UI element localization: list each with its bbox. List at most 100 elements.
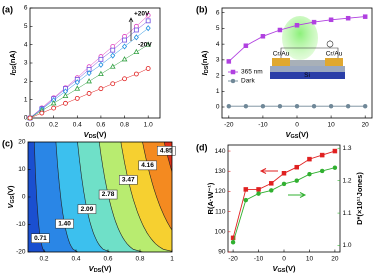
annotation: +20V — [134, 11, 150, 18]
x-tick-label: -10 — [254, 256, 264, 263]
contour-label-box — [77, 204, 97, 214]
contour-line — [163, 142, 172, 174]
inset-label: Cr/Au — [273, 51, 290, 58]
legend-label: 365 nm — [241, 69, 263, 76]
x-tick-label: 0.2 — [39, 256, 48, 263]
marker — [230, 240, 236, 245]
y-tick-label: 5 — [24, 23, 28, 30]
marker — [86, 78, 92, 84]
marker — [277, 27, 283, 33]
x-tick-label: 0.8 — [120, 122, 129, 129]
y-tick-label: 0 — [216, 104, 220, 111]
label-unit: (V) — [6, 185, 15, 196]
x-tick-label: 10 — [306, 256, 314, 263]
marker — [319, 168, 325, 174]
marker — [294, 103, 300, 109]
panel-label: (a) — [2, 4, 13, 14]
marker — [332, 148, 338, 154]
y-tick-label: 110 — [215, 208, 226, 215]
source-symbol — [326, 40, 334, 48]
contour-label: 4.16 — [141, 162, 154, 169]
si-layer — [270, 72, 345, 79]
y-axis-label: IDS(nA) — [8, 50, 18, 75]
y-tick-label: 3 — [24, 60, 28, 67]
legend-label: Dark — [241, 78, 255, 85]
arrow — [288, 192, 307, 198]
contour-label-box — [55, 218, 74, 229]
marker — [133, 34, 139, 41]
y-tick-label: 90 — [218, 249, 226, 256]
marker — [269, 188, 274, 193]
y-tick-label: 100 — [215, 229, 226, 236]
electrode — [272, 58, 290, 66]
channel — [290, 60, 325, 66]
y-axis-label: IDS(nA) — [200, 50, 210, 75]
marker — [226, 103, 232, 109]
contour-label: 4.85 — [160, 148, 173, 155]
marker — [294, 178, 299, 183]
label-unit: (V) — [96, 130, 107, 139]
y2-tick-label: 1.2 — [343, 177, 352, 184]
label-unit: (nA) — [200, 50, 209, 65]
marker — [145, 41, 152, 47]
y-tick-label: 2 — [216, 72, 220, 79]
contour-label-box — [31, 233, 50, 243]
marker — [98, 86, 104, 92]
label-unit: (nA) — [8, 50, 17, 65]
contour-label: 2.78 — [102, 191, 115, 198]
contour-label-box — [98, 189, 118, 200]
marker — [62, 92, 69, 98]
marker — [50, 100, 57, 106]
marker — [63, 100, 68, 106]
marker — [243, 103, 249, 109]
x-tick-label: 0.4 — [71, 256, 80, 263]
marker — [332, 165, 338, 170]
x-tick-label: 0.2 — [49, 122, 58, 129]
inset-label: Cr/Au — [326, 51, 343, 58]
contour-line — [77, 142, 111, 252]
marker — [133, 48, 140, 54]
arrow — [259, 168, 278, 174]
panel-label: (d) — [196, 142, 208, 152]
marker — [243, 187, 249, 192]
x-tick-label: 0 — [282, 256, 286, 263]
marker — [319, 152, 325, 158]
label-symbol: I — [200, 72, 209, 75]
marker — [362, 14, 368, 19]
x-tick-label: 1.0 — [144, 122, 153, 129]
legend-marker — [230, 69, 236, 75]
marker — [110, 81, 116, 87]
label-subscript: GS — [291, 134, 299, 140]
y-tick-label: 6 — [24, 5, 28, 12]
x-tick-label: 0.0 — [25, 122, 34, 129]
marker — [294, 23, 300, 28]
label-unit: (V) — [101, 264, 112, 273]
marker — [109, 63, 116, 69]
y2-axis-label: D*(×10¹¹Jones) — [355, 172, 364, 225]
marker — [260, 34, 266, 39]
y-tick-label: 3 — [216, 57, 220, 64]
y-tick-label: 140 — [215, 148, 226, 155]
x-axis-label: VGS(V) — [273, 264, 296, 274]
marker — [98, 56, 104, 62]
y-axis-label: R(A·W⁻¹) — [206, 182, 215, 214]
y-tick-label: 2 — [24, 78, 28, 85]
marker — [307, 156, 312, 162]
y-tick-label: 1 — [24, 96, 28, 103]
label-symbol: V — [89, 264, 95, 273]
marker — [226, 59, 232, 64]
y2-tick-label: 1.3 — [343, 145, 352, 152]
label-subscript: DS — [12, 65, 18, 73]
y-tick-label: 4 — [216, 41, 220, 48]
marker — [122, 43, 128, 50]
marker — [110, 52, 116, 59]
marker — [27, 115, 33, 121]
legend-marker — [230, 78, 236, 84]
y-tick-label: 0 — [22, 194, 26, 201]
marker — [345, 15, 351, 21]
marker — [260, 103, 266, 109]
x-tick-label: -20 — [228, 256, 238, 263]
marker — [145, 25, 151, 32]
label-subscript: DS — [89, 134, 97, 140]
label-symbol: V — [273, 264, 279, 273]
